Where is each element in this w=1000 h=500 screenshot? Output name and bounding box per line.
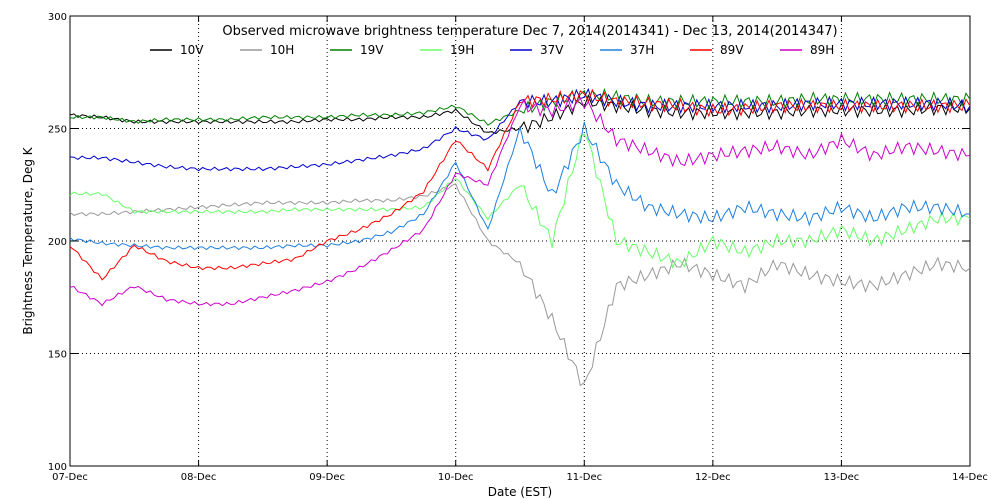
y-tick-label: 250 [48, 125, 67, 136]
x-tick-label: 11-Dec [566, 472, 602, 483]
legend-label-19h: 19H [450, 43, 474, 57]
x-tick-label: 07-Dec [52, 472, 88, 483]
series-line-19v [69, 88, 971, 126]
series-lines [69, 87, 971, 387]
x-tick-label: 09-Dec [309, 472, 345, 483]
legend-label-10h: 10H [270, 43, 294, 57]
y-tick-label: 300 [48, 12, 67, 23]
legend-label-89h: 89H [810, 43, 834, 57]
legend-label-89v: 89V [720, 43, 744, 57]
y-tick-label: 100 [48, 462, 67, 473]
legend-label-19v: 19V [360, 43, 384, 57]
axis-ticks: 07-Dec 08-Dec 09-Dec 10-Dec 11-Dec 12-Dec 13-D… [48, 12, 988, 483]
legend-label-37h: 37H [630, 43, 654, 57]
grid [70, 16, 970, 466]
series-line-10h [69, 183, 971, 387]
series-line-89h [69, 97, 971, 307]
legend-label-37v: 37V [540, 43, 564, 57]
series-line-19h [69, 133, 971, 269]
chart-title: Observed microwave brightness temperatur… [222, 24, 837, 39]
x-tick-label: 10-Dec [438, 472, 474, 483]
legend: 10V 10H 19V 19H 37V 37H 89V 89H [150, 43, 834, 57]
legend-label-10v: 10V [180, 43, 204, 57]
x-tick-label: 12-Dec [695, 472, 731, 483]
x-tick-label: 08-Dec [181, 472, 217, 483]
y-axis-title: Brightness Temperature, Deg K [21, 146, 35, 334]
y-tick-label: 150 [48, 350, 67, 361]
x-tick-label: 13-Dec [824, 472, 860, 483]
y-tick-label: 200 [48, 237, 67, 248]
series-line-37v [69, 87, 971, 172]
x-tick-label: 14-Dec [952, 472, 988, 483]
series-line-89v [69, 88, 971, 281]
x-axis-title: Date (EST) [488, 485, 552, 499]
series-line-37h [69, 121, 971, 251]
